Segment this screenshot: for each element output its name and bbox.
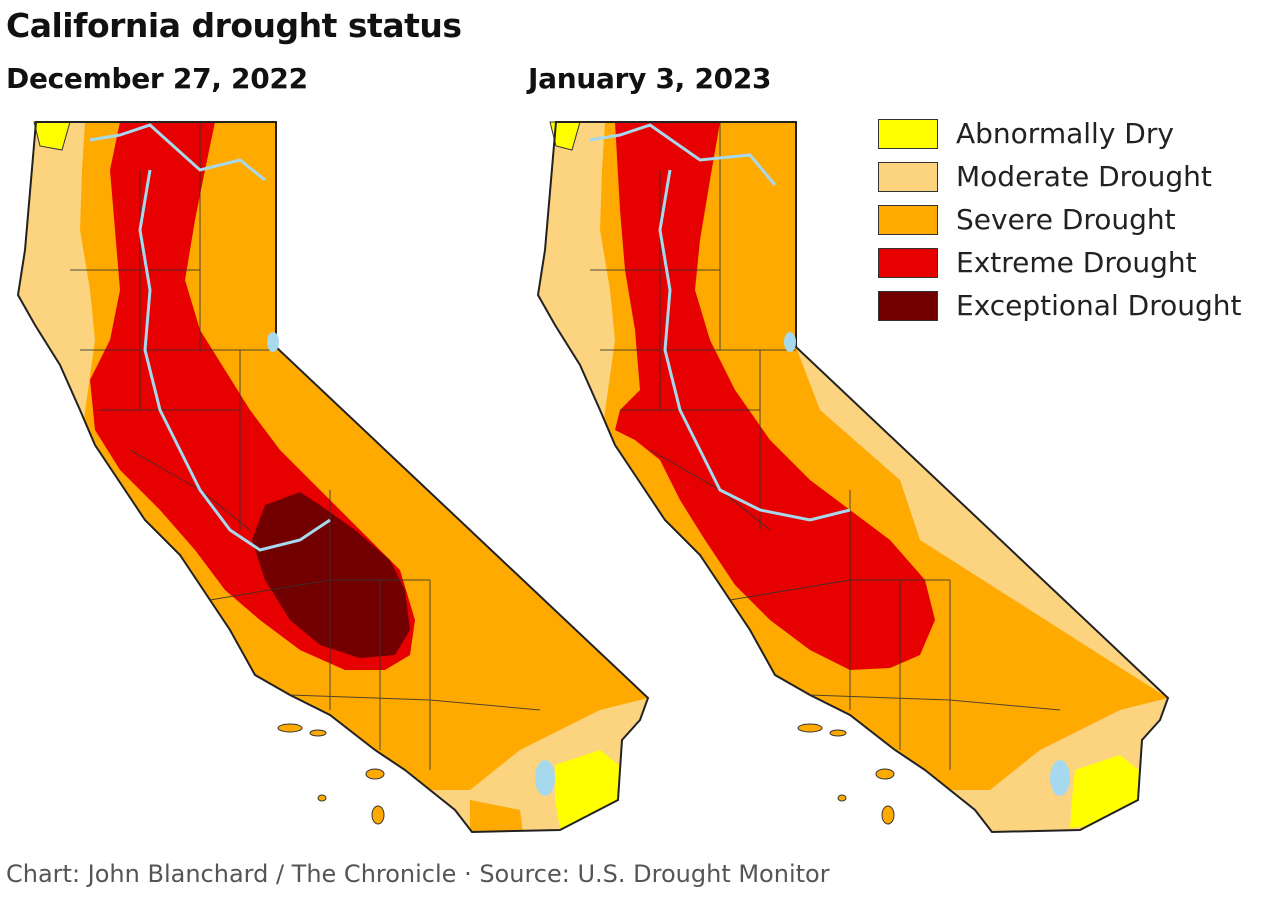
legend-swatch <box>878 161 938 192</box>
extreme-drought-region <box>615 122 935 670</box>
river-line <box>658 169 851 522</box>
river-line <box>89 123 266 182</box>
drought-map-jan-2023 <box>536 121 1170 834</box>
lake-tahoe-shape <box>267 332 279 352</box>
lake-tahoe-shape <box>784 332 796 352</box>
salton-sea-shape <box>535 760 555 796</box>
legend-label: Exceptional Drought <box>956 289 1242 322</box>
legend-item-abnormally-dry: Abnormally Dry <box>878 112 1241 155</box>
legend-swatch <box>878 290 938 321</box>
legend-item-moderate-drought: Moderate Drought <box>878 155 1241 198</box>
exceptional-drought-region <box>252 492 410 658</box>
county-borders <box>590 122 1061 770</box>
channel-islands <box>277 723 385 825</box>
legend-label: Extreme Drought <box>956 246 1197 279</box>
legend: Abnormally Dry Moderate Drought Severe D… <box>878 112 1241 327</box>
legend-label: Severe Drought <box>956 203 1176 236</box>
channel-islands <box>797 723 895 825</box>
legend-item-severe-drought: Severe Drought <box>878 198 1241 241</box>
legend-item-extreme-drought: Extreme Drought <box>878 241 1241 284</box>
legend-swatch <box>878 118 938 149</box>
river-line <box>589 123 777 186</box>
salton-sea-shape <box>1050 760 1070 796</box>
page-title: California drought status <box>6 6 462 45</box>
river-line <box>138 169 331 552</box>
source-credit: Chart: John Blanchard / The Chronicle · … <box>6 860 830 888</box>
legend-swatch <box>878 204 938 235</box>
legend-label: Abnormally Dry <box>956 117 1174 150</box>
legend-label: Moderate Drought <box>956 160 1212 193</box>
drought-map-dec-2022 <box>16 121 650 834</box>
legend-swatch <box>878 247 938 278</box>
map-date-left: December 27, 2022 <box>6 62 308 95</box>
severe-drought-region <box>470 800 525 832</box>
legend-item-exceptional-drought: Exceptional Drought <box>878 284 1241 327</box>
map-date-right: January 3, 2023 <box>528 62 772 95</box>
